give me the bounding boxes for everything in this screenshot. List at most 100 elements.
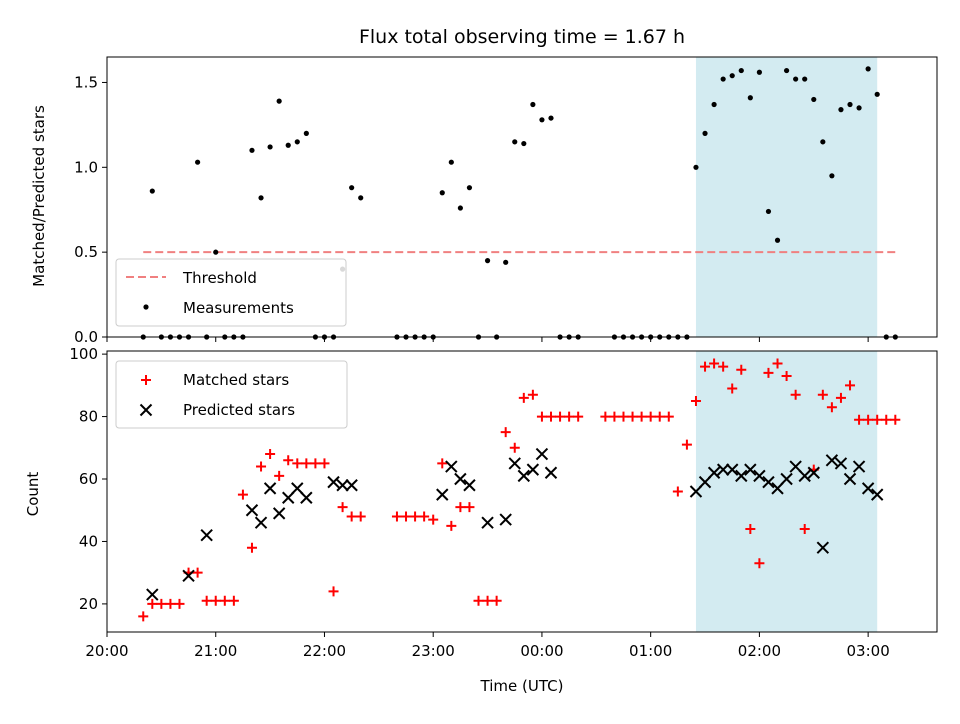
predicted-star-point bbox=[454, 472, 467, 486]
measurement-point bbox=[847, 101, 853, 108]
matched-star-point bbox=[618, 411, 629, 422]
axes-frame bbox=[106, 350, 938, 633]
measurement-point bbox=[303, 130, 309, 136]
matched-star-point bbox=[337, 502, 348, 513]
predicted-star-point bbox=[544, 466, 558, 479]
predicted-star-point bbox=[499, 513, 512, 526]
predicted-star-point bbox=[744, 463, 757, 476]
matched-star-point bbox=[410, 511, 421, 522]
predicted-star-point bbox=[146, 588, 159, 601]
measurement-point bbox=[294, 139, 300, 145]
predicted-star-point bbox=[245, 504, 259, 517]
matched-star-point bbox=[446, 520, 457, 531]
x-tick-label: 03:00 bbox=[847, 642, 890, 660]
matched-star-point bbox=[527, 389, 538, 400]
legend-box bbox=[115, 360, 348, 429]
predicted-star-point bbox=[182, 569, 195, 583]
matched-star-point bbox=[890, 414, 901, 425]
matched-star-point bbox=[799, 523, 810, 534]
measurement-point bbox=[512, 139, 518, 145]
measurement-point bbox=[276, 98, 282, 104]
predicted-star-point bbox=[535, 447, 549, 461]
measurement-point bbox=[358, 195, 364, 201]
matched-star-point bbox=[663, 411, 674, 422]
predicted-star-point bbox=[526, 463, 540, 476]
y-tick-label: 0.5 bbox=[74, 243, 98, 261]
measurement-point bbox=[503, 259, 509, 265]
matched-star-point bbox=[265, 449, 276, 460]
matched-star-point bbox=[681, 439, 692, 450]
predicted-star-point bbox=[707, 466, 721, 479]
matched-star-point bbox=[790, 389, 801, 400]
matched-star-point bbox=[745, 523, 756, 534]
predicted-star-point bbox=[200, 529, 213, 542]
matched-star-point bbox=[428, 514, 439, 525]
matched-star-point bbox=[754, 558, 765, 569]
measurement-point bbox=[820, 139, 826, 145]
top-legend: Threshold Measurements bbox=[115, 258, 347, 327]
matched-star-point bbox=[573, 411, 584, 422]
matched-star-point bbox=[437, 458, 448, 469]
matched-star-point bbox=[854, 414, 865, 425]
matched-star-point bbox=[609, 411, 620, 422]
measurement-point bbox=[720, 76, 726, 82]
y-tick-label: 80 bbox=[79, 408, 98, 426]
bottom-panel: 20 40 60 80 100 20:00 21:00 22:00 23:00 00:00 01:0… bbox=[69, 345, 938, 660]
predicted-star-point bbox=[834, 457, 848, 470]
matched-star-point bbox=[301, 458, 312, 469]
predicted-star-point bbox=[517, 469, 531, 483]
highlight-span bbox=[695, 351, 878, 632]
top-y-axis-label: Matched/Predicted stars bbox=[30, 105, 48, 287]
matched-star-point bbox=[310, 458, 321, 469]
predicted-star-point bbox=[263, 482, 277, 495]
bottom-legend: Matched stars Predicted stars bbox=[115, 360, 348, 429]
matched-star-point bbox=[645, 411, 656, 422]
matched-star-point bbox=[709, 358, 720, 369]
matched-star-point bbox=[491, 595, 502, 606]
matched-star-point bbox=[328, 586, 339, 597]
predicted-star-point bbox=[870, 488, 884, 501]
matched-star-point bbox=[219, 595, 230, 606]
matched-star-point bbox=[401, 511, 412, 522]
matched-star-point bbox=[156, 598, 167, 609]
matched-star-point bbox=[174, 598, 185, 609]
predicted-star-point bbox=[852, 460, 866, 473]
matched-star-point bbox=[772, 358, 783, 369]
matched-star-point bbox=[545, 411, 556, 422]
matched-star-point bbox=[518, 392, 529, 403]
matched-star-point bbox=[727, 383, 738, 394]
legend-box bbox=[115, 258, 347, 327]
matched-star-point bbox=[627, 411, 638, 422]
matched-star-point bbox=[274, 470, 285, 481]
matched-star-point bbox=[201, 595, 212, 606]
matched-star-point bbox=[817, 389, 828, 400]
bottom-y-axis-label: Count bbox=[24, 472, 42, 517]
predicted-star-point bbox=[762, 475, 775, 489]
predicted-star-point bbox=[272, 507, 286, 520]
matched-star-point bbox=[555, 411, 566, 422]
predicted-star-point bbox=[481, 516, 494, 529]
matched-star-point bbox=[355, 511, 366, 522]
matched-star-point bbox=[147, 598, 158, 609]
predicted-star-point bbox=[282, 491, 295, 504]
measurement-point bbox=[702, 130, 708, 136]
measurement-point bbox=[865, 66, 871, 72]
predicted-star-point bbox=[345, 479, 358, 492]
matched-star-point bbox=[228, 595, 239, 606]
measurement-point bbox=[349, 185, 355, 191]
legend-predicted-label: Predicted stars bbox=[183, 401, 295, 419]
predicted-star-point bbox=[780, 472, 793, 486]
x-tick-label: 01:00 bbox=[629, 642, 672, 660]
matched-star-point bbox=[700, 361, 711, 372]
matched-star-point bbox=[600, 411, 611, 422]
x-tick-label: 00:00 bbox=[520, 642, 563, 660]
predicted-star-point bbox=[861, 482, 875, 495]
x-tick-label: 21:00 bbox=[194, 642, 237, 660]
x-tick-label: 20:00 bbox=[85, 642, 128, 660]
matched-star-point bbox=[419, 511, 430, 522]
predicted-star-point bbox=[300, 491, 313, 504]
predicted-star-point bbox=[843, 472, 857, 486]
measurement-point bbox=[729, 73, 735, 79]
measurement-point bbox=[195, 159, 201, 165]
matched-star-point bbox=[845, 380, 856, 391]
